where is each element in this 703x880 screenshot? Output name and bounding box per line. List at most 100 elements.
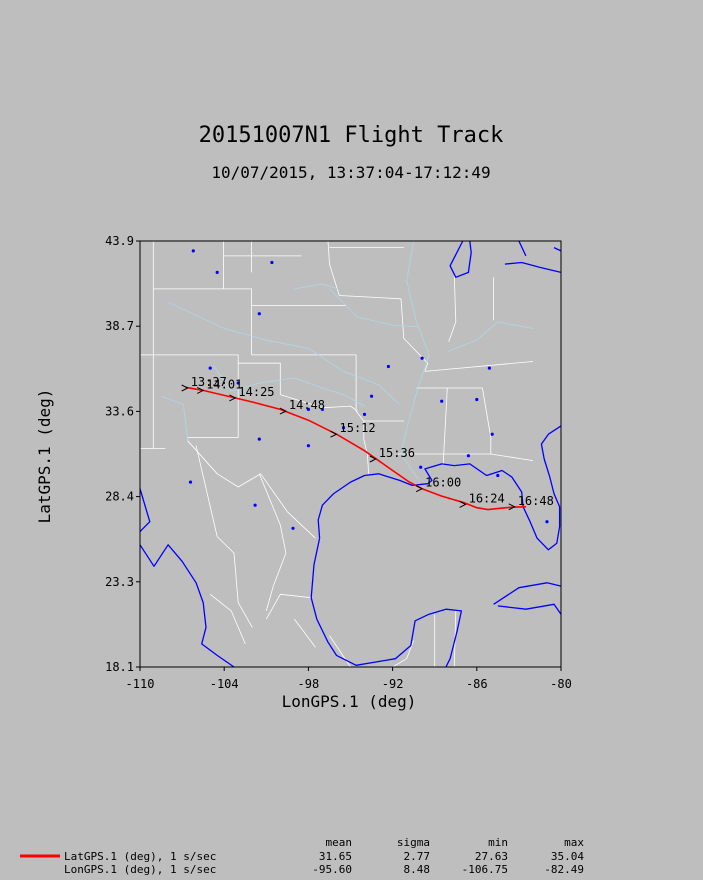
lake-dot <box>487 366 491 370</box>
x-tick-label: -110 <box>126 677 155 691</box>
x-tick-label: -80 <box>550 677 572 691</box>
lake-dot <box>419 465 423 469</box>
y-tick-label: 23.3 <box>105 575 134 589</box>
lake-dot <box>440 399 444 403</box>
x-tick-label: -104 <box>210 677 239 691</box>
track-arrow-marker <box>279 407 288 415</box>
stats-value: 2.77 <box>404 850 431 863</box>
time-label: 16:00 <box>425 476 461 490</box>
track-arrow-marker <box>229 394 237 402</box>
lake-dot <box>236 381 240 385</box>
stats-value: 8.48 <box>404 863 431 876</box>
river-line <box>167 301 400 405</box>
border-line <box>329 635 351 668</box>
lake-dot <box>191 249 195 253</box>
stats-value: 35.04 <box>551 850 584 863</box>
lake-dot <box>270 260 274 265</box>
border-line <box>280 394 358 412</box>
lake-dot <box>257 437 261 441</box>
lake-dot <box>306 444 310 448</box>
track-arrow-marker <box>196 386 205 394</box>
time-label: 15:36 <box>379 446 415 460</box>
lake-dot <box>257 312 261 316</box>
stats-table: mean sigma min max LatGPS.1 (deg), 1 s/sec 31… <box>20 836 584 876</box>
coastline <box>518 240 527 257</box>
lake-dot <box>370 394 374 398</box>
river-line <box>447 321 533 352</box>
y-axis: 18.1 23.3 28.4 33.6 38.7 43.9 <box>105 234 140 674</box>
river-line <box>294 283 339 290</box>
y-tick-label: 18.1 <box>105 660 134 674</box>
time-label: 16:24 <box>469 491 505 505</box>
stats-value: -95.60 <box>312 863 352 876</box>
lake-dot <box>496 473 500 478</box>
track-arrow-marker <box>415 485 424 493</box>
lake-dot <box>362 412 367 416</box>
time-label: 16:48 <box>518 494 554 508</box>
border-line <box>294 618 316 648</box>
time-label: 14:25 <box>238 385 274 399</box>
border-line <box>398 453 533 461</box>
border-line <box>327 240 340 296</box>
coastline <box>139 488 151 533</box>
river-line <box>400 240 430 480</box>
map-layer <box>139 240 562 668</box>
y-tick-label: 38.7 <box>105 319 134 333</box>
border-line <box>339 295 402 300</box>
lake-dot <box>545 520 549 524</box>
stats-header-sigma: sigma <box>397 836 430 849</box>
border-line <box>448 275 457 342</box>
lake-dot <box>253 503 257 507</box>
stats-value: -82.49 <box>544 863 584 876</box>
x-axis-label: LonGPS.1 (deg) <box>282 692 417 711</box>
coastline <box>553 247 562 252</box>
border-line <box>482 387 492 454</box>
lake-dot <box>341 426 346 430</box>
track-arrow-marker <box>508 503 516 511</box>
lake-dot <box>320 407 324 411</box>
stats-row-label: LatGPS.1 (deg), 1 s/sec <box>64 850 216 863</box>
track-arrow-marker <box>459 500 467 508</box>
border-line <box>187 440 316 539</box>
border-line <box>400 298 429 372</box>
flight-track-line <box>185 386 527 511</box>
lake-dot <box>188 480 193 484</box>
border-line <box>251 305 357 356</box>
stats-header-max: max <box>564 836 584 849</box>
plot-frame <box>139 240 562 668</box>
border-line <box>209 593 246 645</box>
lake-dot <box>306 407 310 411</box>
lake-dot <box>291 526 295 530</box>
stats-value: 31.65 <box>319 850 352 863</box>
x-tick-label: -98 <box>298 677 320 691</box>
coastline <box>449 240 472 278</box>
border-line <box>195 445 253 628</box>
coastline <box>310 538 463 668</box>
x-tick-label: -92 <box>382 677 404 691</box>
track-layer <box>185 386 527 511</box>
time-label: 13:37 <box>191 375 227 389</box>
time-label: 14:48 <box>289 398 325 412</box>
border-line <box>265 593 312 620</box>
y-tick-label: 43.9 <box>105 234 134 248</box>
track-arrow-marker <box>181 384 189 392</box>
border-line <box>153 288 347 306</box>
river-line <box>329 288 418 328</box>
border-line <box>424 361 533 372</box>
stats-value: 27.63 <box>475 850 508 863</box>
stats-header-mean: mean <box>326 836 353 849</box>
chart-title: 20151007N1 Flight Track <box>199 123 504 148</box>
time-label: 14:01 <box>206 377 242 391</box>
stats-row-label: LonGPS.1 (deg), 1 s/sec <box>64 863 216 876</box>
border-line <box>258 473 287 612</box>
lake-dot <box>466 454 470 458</box>
lake-dot <box>386 364 390 369</box>
chart-subtitle: 10/07/2015, 13:37:04-17:12:49 <box>211 163 490 182</box>
stats-header-min: min <box>488 836 508 849</box>
y-axis-label: LatGPS.1 (deg) <box>35 389 54 524</box>
lake-dot <box>215 270 219 274</box>
track-arrow-marker <box>330 430 338 438</box>
